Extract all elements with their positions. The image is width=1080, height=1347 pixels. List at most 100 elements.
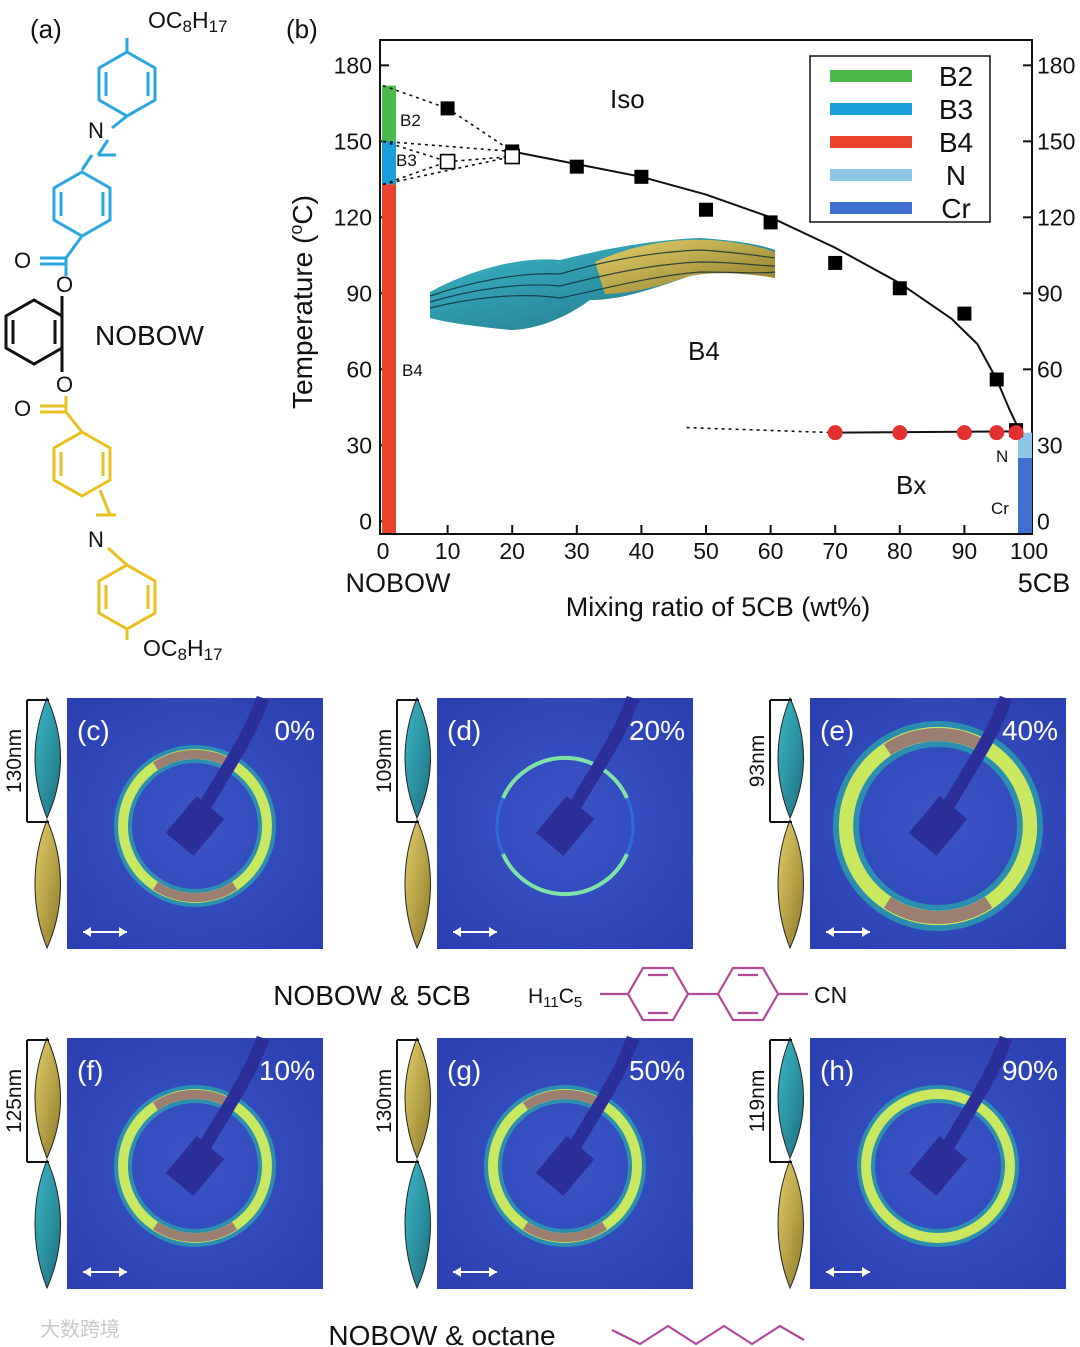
o-carbonyl-top: O — [14, 248, 31, 273]
diffraction-pattern: (f) 10% — [67, 1035, 323, 1289]
beamstop-arm — [199, 1035, 270, 1150]
helical-ribbon-illustration: 125nm — [3, 1036, 61, 1290]
ribbon-twist-lower — [34, 1158, 61, 1290]
legend-label-cr: Cr — [941, 193, 971, 224]
o-carbonyl-bottom: O — [14, 396, 31, 421]
y-tick-label-left: 30 — [346, 432, 372, 458]
pattern-panel-label: (e) — [820, 715, 854, 746]
y-tick-label-left: 60 — [346, 356, 372, 382]
beamstop — [165, 796, 225, 856]
b4-helical-layers-illustration — [429, 238, 776, 330]
ribbon-twist-lower — [34, 818, 61, 950]
blue-half — [40, 38, 157, 276]
x-tick-label: 90 — [952, 538, 978, 564]
beamstop — [535, 1136, 595, 1196]
beamstop — [908, 1136, 968, 1196]
pattern-panel-label: (f) — [77, 1055, 103, 1086]
y-tick-label-right: 180 — [1037, 52, 1075, 78]
diffraction-patterns: (c) 0% 130nm (d) 20% 109nm (e) 40% 93nm (f) 10% 125… — [3, 695, 1066, 1290]
phase-bar-n — [1018, 432, 1032, 458]
y-tick-label-left: 90 — [346, 280, 372, 306]
cr-small-label: Cr — [991, 499, 1009, 518]
y-tick-label-left: 180 — [334, 52, 372, 78]
ribbon-twist-lower — [404, 1158, 431, 1290]
caption-5cb-mixture: NOBOW & 5CB — [273, 980, 471, 1011]
beamstop-arm — [569, 695, 640, 810]
bx-point — [892, 425, 908, 441]
legend-label-b3: B3 — [939, 94, 973, 125]
dotted-guide — [382, 140, 448, 163]
o-ester-bottom: O — [56, 372, 73, 397]
pitch-label: 119nm — [746, 1070, 769, 1133]
molecule-name: NOBOW — [95, 320, 204, 351]
helical-ribbon-illustration: 119nm — [746, 1036, 804, 1290]
diffraction-pattern: (d) 20% — [437, 695, 693, 949]
x-tick-label: 40 — [629, 538, 655, 564]
b4-small-label: B4 — [402, 361, 423, 380]
ribbon-twist-lower — [777, 818, 804, 950]
bottom-chain-label: OC8H17 — [143, 635, 223, 664]
b3-point — [439, 153, 456, 170]
ring-arc-bottom — [152, 1221, 238, 1243]
molecule-panel: (a) OC8H17 N O O NOB — [4, 7, 228, 664]
ring-arc-bottom — [501, 853, 629, 896]
ring-arc-bottom — [522, 1221, 608, 1243]
caption-octane-mixture: NOBOW & octane — [328, 1320, 555, 1347]
y-tick-label-right: 90 — [1037, 280, 1063, 306]
legend-swatch-cr — [830, 202, 912, 214]
pitch-label: 130nm — [373, 1069, 396, 1133]
pattern-percent: 90% — [1002, 1055, 1058, 1086]
y-tick-label-right: 0 — [1037, 508, 1050, 534]
iso-point — [892, 281, 907, 296]
n-top: N — [88, 118, 104, 143]
ring — [861, 1089, 1015, 1243]
iso-point — [828, 255, 843, 270]
phase-bar-b3 — [382, 141, 396, 185]
dotted-guide — [382, 140, 513, 153]
diffraction-pattern: (h) 90% — [810, 1035, 1066, 1289]
legend-swatch-b3 — [830, 103, 912, 115]
b3-point — [504, 148, 521, 165]
formula-left: H11C5 — [528, 985, 582, 1011]
ribbon-twist-upper — [404, 696, 431, 820]
x-tick-label: 20 — [499, 538, 525, 564]
bx-label: Bx — [896, 470, 926, 500]
dotted-guide — [382, 155, 513, 186]
o-ester-top: O — [56, 272, 73, 297]
helical-ribbon-illustration: 130nm — [3, 696, 61, 950]
iso-point — [957, 306, 972, 321]
x-axis-title: Mixing ratio of 5CB (wt%) — [566, 592, 871, 622]
phase-bars — [382, 85, 1032, 533]
legend-label-n: N — [946, 160, 966, 191]
5cb-structure: H11C5 CN — [528, 966, 847, 1022]
diffraction-pattern: (g) 50% — [437, 1035, 693, 1289]
b4-label: B4 — [688, 336, 720, 366]
pitch-label: 109nm — [373, 729, 396, 793]
dotted-guide — [382, 160, 448, 186]
dotted-guide — [686, 426, 836, 434]
iso-point — [989, 372, 1004, 387]
ring-arc-top — [883, 727, 993, 756]
y-tick-label-left: 0 — [359, 508, 372, 534]
iso-label: Iso — [610, 84, 645, 114]
beamstop — [535, 796, 595, 856]
phase-bar-b4 — [382, 184, 396, 533]
ribbon-twist-upper — [34, 696, 61, 820]
dotted-guide — [382, 84, 448, 110]
pattern-percent: 50% — [629, 1055, 685, 1086]
iso-point — [699, 202, 713, 217]
legend-swatch-b4 — [830, 136, 912, 148]
diffraction-pattern: (c) 0% — [67, 695, 323, 949]
ribbon-twist-upper — [404, 1036, 431, 1160]
x-tick-label: 30 — [564, 538, 590, 564]
beamstop-arm — [199, 695, 270, 810]
diffraction-pattern: (e) 40% — [810, 695, 1066, 949]
iso-point — [440, 101, 455, 116]
ribbon-twist-lower — [777, 1158, 804, 1290]
right-end-label: 5CB — [1018, 568, 1071, 598]
ribbon-twist-upper — [777, 696, 804, 820]
ribbon-twist-lower — [404, 818, 431, 950]
iso-point — [763, 215, 778, 230]
